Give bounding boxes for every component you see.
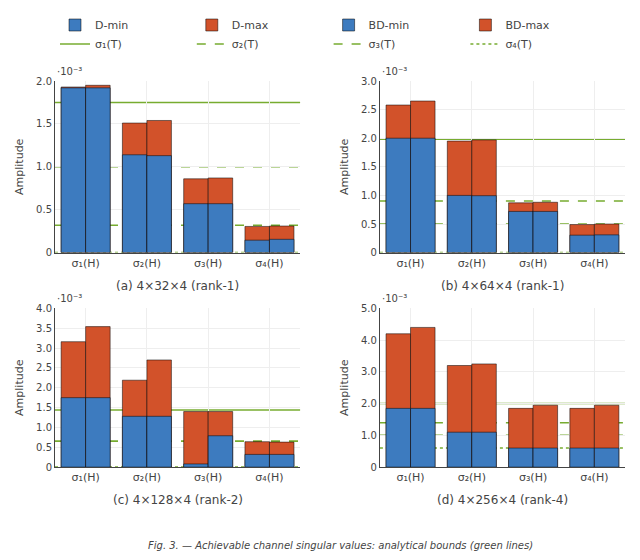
svg-text:3.5: 3.5 — [36, 323, 52, 334]
svg-text:1.5: 1.5 — [36, 118, 52, 129]
svg-text:(a) 4×32×4 (rank-1): (a) 4×32×4 (rank-1) — [116, 279, 239, 293]
svg-text:0: 0 — [371, 462, 377, 473]
svg-text:σ₁(H): σ₁(H) — [396, 471, 424, 484]
svg-text:σ₁(T): σ₁(T) — [95, 38, 122, 51]
svg-text:4.0: 4.0 — [361, 335, 377, 346]
svg-text:5.0: 5.0 — [361, 303, 377, 314]
svg-text:σ₄(H): σ₄(H) — [255, 471, 283, 484]
svg-text:Amplitude: Amplitude — [338, 138, 351, 195]
svg-text:3.0: 3.0 — [361, 76, 377, 87]
svg-text:Fig. 3. — Achievable channel s: Fig. 3. — Achievable channel singular va… — [148, 540, 533, 551]
svg-text:·10⁻³: ·10⁻³ — [382, 293, 407, 304]
svg-text:(b) 4×64×4 (rank-1): (b) 4×64×4 (rank-1) — [441, 279, 564, 293]
svg-text:·10⁻³: ·10⁻³ — [382, 66, 407, 77]
svg-text:2.0: 2.0 — [361, 398, 377, 409]
svg-text:·10⁻³: ·10⁻³ — [57, 66, 82, 77]
svg-text:Amplitude: Amplitude — [13, 359, 26, 416]
svg-text:2.0: 2.0 — [36, 76, 52, 87]
svg-text:1.0: 1.0 — [361, 430, 377, 441]
svg-text:0.5: 0.5 — [36, 442, 52, 453]
svg-text:Amplitude: Amplitude — [338, 359, 351, 416]
svg-text:σ₃(H): σ₃(H) — [519, 257, 547, 270]
svg-text:1.5: 1.5 — [361, 161, 377, 172]
svg-text:σ₄(H): σ₄(H) — [580, 471, 608, 484]
svg-text:σ₁(H): σ₁(H) — [72, 257, 100, 270]
svg-text:σ₂(H): σ₂(H) — [458, 257, 486, 270]
svg-text:0: 0 — [46, 247, 52, 258]
svg-text:2.0: 2.0 — [36, 382, 52, 393]
svg-text:1.0: 1.0 — [36, 161, 52, 172]
svg-text:σ₁(H): σ₁(H) — [396, 257, 424, 270]
svg-text:σ₂(H): σ₂(H) — [133, 471, 161, 484]
svg-text:σ₂(T): σ₂(T) — [232, 38, 259, 51]
svg-text:1.0: 1.0 — [36, 422, 52, 433]
svg-text:σ₁(H): σ₁(H) — [72, 471, 100, 484]
svg-text:2.5: 2.5 — [361, 104, 377, 115]
svg-text:3.0: 3.0 — [36, 343, 52, 354]
svg-text:σ₂(H): σ₂(H) — [458, 471, 486, 484]
svg-text:1.5: 1.5 — [36, 402, 52, 413]
svg-text:(d) 4×256×4 (rank-4): (d) 4×256×4 (rank-4) — [437, 493, 568, 507]
svg-text:σ₂(H): σ₂(H) — [133, 257, 161, 270]
svg-text:Amplitude: Amplitude — [13, 138, 26, 195]
svg-text:σ₄(T): σ₄(T) — [505, 38, 532, 51]
svg-text:0.5: 0.5 — [36, 204, 52, 215]
svg-text:BD-max: BD-max — [505, 19, 549, 32]
svg-text:1.0: 1.0 — [361, 190, 377, 201]
svg-text:σ₄(H): σ₄(H) — [580, 257, 608, 270]
svg-text:BD-min: BD-min — [369, 19, 410, 32]
svg-text:σ₃(H): σ₃(H) — [194, 257, 222, 270]
svg-text:3.0: 3.0 — [361, 366, 377, 377]
svg-text:0: 0 — [371, 247, 377, 258]
svg-text:σ₃(T): σ₃(T) — [369, 38, 396, 51]
svg-text:0.5: 0.5 — [361, 219, 377, 230]
svg-text:2.0: 2.0 — [361, 133, 377, 144]
svg-text:(c) 4×128×4 (rank-2): (c) 4×128×4 (rank-2) — [113, 493, 243, 507]
svg-text:4.0: 4.0 — [36, 303, 52, 314]
svg-text:σ₃(H): σ₃(H) — [519, 471, 547, 484]
svg-text:σ₄(H): σ₄(H) — [255, 257, 283, 270]
svg-text:0: 0 — [46, 462, 52, 473]
svg-text:σ₃(H): σ₃(H) — [194, 471, 222, 484]
svg-text:·10⁻³: ·10⁻³ — [57, 293, 82, 304]
svg-text:2.5: 2.5 — [36, 362, 52, 373]
svg-text:D-min: D-min — [95, 19, 128, 32]
svg-text:D-max: D-max — [232, 19, 269, 32]
